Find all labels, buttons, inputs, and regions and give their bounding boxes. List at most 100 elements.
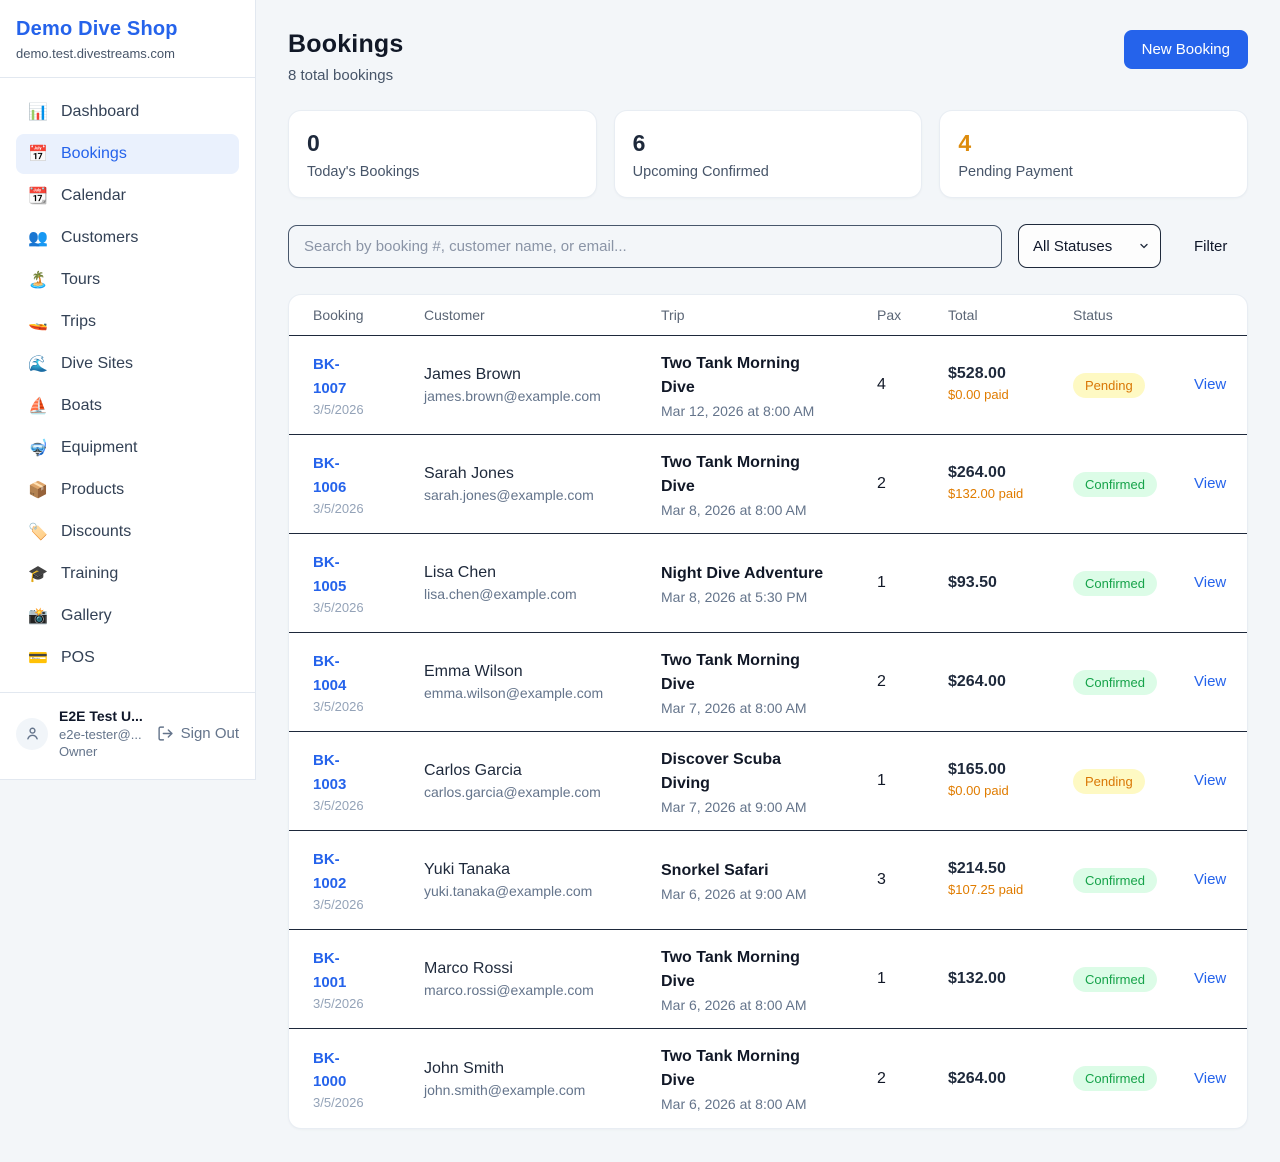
table-row: BK-1001 3/5/2026 Marco Rossi marco.rossi… xyxy=(289,930,1247,1029)
status-filter-wrap: All Statuses xyxy=(1018,224,1161,268)
total-amount: $214.50 xyxy=(948,860,1006,878)
total-amount: $528.00 xyxy=(948,365,1006,383)
user-name: E2E Test U... xyxy=(59,708,143,724)
shop-domain: demo.test.divestreams.com xyxy=(16,46,175,61)
status-badge: Confirmed xyxy=(1073,570,1157,596)
total-bookings-count: 8 total bookings xyxy=(288,67,394,84)
status-badge: Pending xyxy=(1073,372,1145,398)
total-amount: $264.00 xyxy=(948,1069,1006,1087)
sidebar-item-label: Dive Sites xyxy=(61,355,134,372)
booking-date: 3/5/2026 xyxy=(313,698,364,714)
sidebar-item-label: Gallery xyxy=(61,607,112,624)
booking-id-link[interactable]: BK-1007 xyxy=(313,356,347,397)
customer-email: james.brown@example.com xyxy=(424,388,601,404)
view-booking-link[interactable]: View xyxy=(1194,970,1227,987)
trip-name: Two Tank Morning Dive xyxy=(661,453,800,495)
diving-mask-icon: 🤿 xyxy=(28,440,48,457)
table-row: BK-1006 3/5/2026 Sarah Jones sarah.jones… xyxy=(289,435,1247,534)
trip-datetime: Mar 6, 2026 at 9:00 AM xyxy=(661,885,807,902)
sidebar-item-tours[interactable]: 🏝️ Tours xyxy=(16,260,239,300)
sidebar-item-label: Tours xyxy=(61,271,101,288)
trip-datetime: Mar 6, 2026 at 8:00 AM xyxy=(661,996,807,1013)
user-avatar-icon xyxy=(16,717,48,750)
sidebar-item-dive-sites[interactable]: 🌊 Dive Sites xyxy=(16,344,239,384)
filter-button[interactable]: Filter xyxy=(1194,237,1228,255)
view-booking-link[interactable]: View xyxy=(1194,673,1227,690)
trip-datetime: Mar 8, 2026 at 8:00 AM xyxy=(661,501,807,518)
bookings-table: Booking Customer Trip Pax Total Status B… xyxy=(288,294,1248,1129)
sidebar-item-label: Training xyxy=(61,565,119,582)
page-title: Bookings xyxy=(288,30,404,58)
sidebar-item-equipment[interactable]: 🤿 Equipment xyxy=(16,428,239,468)
calendar-date-icon: 📅 xyxy=(28,146,48,163)
view-booking-link[interactable]: View xyxy=(1194,871,1227,888)
sidebar-nav: 📊 Dashboard 📅 Bookings 📆 Calendar 👥 Cust… xyxy=(0,78,255,692)
booking-id-link[interactable]: BK-1000 xyxy=(313,1049,347,1090)
stat-label: Upcoming Confirmed xyxy=(632,164,769,180)
booking-id-link[interactable]: BK-1006 xyxy=(313,455,347,496)
stat-card: 0 Today's Bookings xyxy=(288,110,597,198)
table-header-row: Booking Customer Trip Pax Total Status xyxy=(289,295,1247,336)
status-badge: Confirmed xyxy=(1073,1066,1157,1091)
table-row: BK-1007 3/5/2026 James Brown james.brown… xyxy=(289,336,1247,435)
booking-id-link[interactable]: BK-1004 xyxy=(313,653,347,694)
sidebar-item-label: Dashboard xyxy=(61,103,140,120)
pax-count: 2 xyxy=(877,475,886,492)
sidebar-item-label: Bookings xyxy=(61,145,127,162)
sidebar-item-training[interactable]: 🎓 Training xyxy=(16,554,239,594)
pax-count: 4 xyxy=(877,376,886,393)
status-filter-select[interactable]: All Statuses xyxy=(1018,224,1161,268)
view-booking-link[interactable]: View xyxy=(1194,574,1227,591)
status-badge: Confirmed xyxy=(1073,867,1157,893)
stat-label: Today's Bookings xyxy=(307,164,420,180)
island-icon: 🏝️ xyxy=(28,272,48,289)
col-header-trip: Trip xyxy=(661,307,685,323)
view-booking-link[interactable]: View xyxy=(1194,376,1227,393)
customer-name: Emma Wilson xyxy=(424,663,523,680)
sidebar-item-bookings[interactable]: 📅 Bookings xyxy=(16,134,239,174)
customer-email: emma.wilson@example.com xyxy=(424,685,604,701)
sidebar-item-dashboard[interactable]: 📊 Dashboard xyxy=(16,92,239,132)
view-booking-link[interactable]: View xyxy=(1194,1069,1227,1087)
sign-out-icon xyxy=(157,725,174,742)
search-input[interactable] xyxy=(288,224,1002,268)
trip-name: Two Tank Morning Dive xyxy=(661,948,800,990)
sidebar-item-customers[interactable]: 👥 Customers xyxy=(16,218,239,258)
brand-header: Demo Dive Shop demo.test.divestreams.com xyxy=(0,0,255,78)
new-booking-button[interactable]: New Booking xyxy=(1123,30,1248,69)
status-badge: Confirmed xyxy=(1073,471,1157,497)
booking-date: 3/5/2026 xyxy=(313,401,364,417)
view-booking-link[interactable]: View xyxy=(1194,475,1227,492)
sidebar-item-boats[interactable]: ⛵ Boats xyxy=(16,386,239,426)
sign-out-button[interactable]: Sign Out xyxy=(157,725,239,742)
table-row: BK-1003 3/5/2026 Carlos Garcia carlos.ga… xyxy=(289,732,1247,831)
sidebar-item-trips[interactable]: 🚤 Trips xyxy=(16,302,239,342)
table-row: BK-1002 3/5/2026 Yuki Tanaka yuki.tanaka… xyxy=(289,831,1247,930)
booking-date: 3/5/2026 xyxy=(313,896,364,912)
stat-value: 0 xyxy=(307,130,320,156)
pax-count: 3 xyxy=(877,871,886,888)
sidebar-item-gallery[interactable]: 📸 Gallery xyxy=(16,596,239,636)
customer-name: Lisa Chen xyxy=(424,564,497,581)
paid-amount: $0.00 paid xyxy=(948,783,1009,799)
pax-count: 2 xyxy=(877,1069,886,1087)
col-header-total: Total xyxy=(948,307,978,323)
booking-id-link[interactable]: BK-1003 xyxy=(313,752,347,793)
col-header-status: Status xyxy=(1073,307,1113,323)
table-row: BK-1000 3/5/2026 John Smith john.smith@e… xyxy=(289,1029,1247,1128)
sidebar-item-products[interactable]: 📦 Products xyxy=(16,470,239,510)
sidebar-item-discounts[interactable]: 🏷️ Discounts xyxy=(16,512,239,552)
pax-count: 1 xyxy=(877,574,886,591)
sidebar-item-pos[interactable]: 💳 POS xyxy=(16,638,239,678)
booking-id-link[interactable]: BK-1005 xyxy=(313,554,347,595)
customer-email: sarah.jones@example.com xyxy=(424,487,594,503)
stat-card: 6 Upcoming Confirmed xyxy=(613,110,923,198)
view-booking-link[interactable]: View xyxy=(1194,772,1227,789)
sidebar-item-calendar[interactable]: 📆 Calendar xyxy=(16,176,239,216)
trip-datetime: Mar 7, 2026 at 8:00 AM xyxy=(661,699,807,716)
credit-card-icon: 💳 xyxy=(28,650,48,667)
sidebar-item-label: Discounts xyxy=(61,523,132,540)
booking-id-link[interactable]: BK-1002 xyxy=(313,851,347,892)
booking-id-link[interactable]: BK-1001 xyxy=(313,950,347,991)
sidebar-item-label: Products xyxy=(61,481,125,498)
